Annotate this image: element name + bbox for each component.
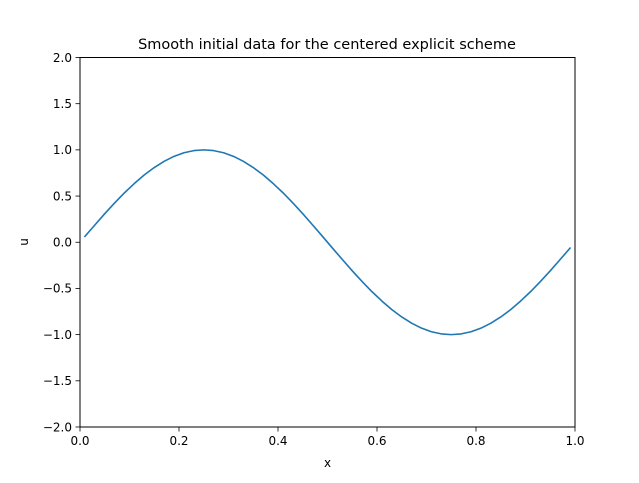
series-line xyxy=(83,149,572,336)
y-tick-label: 2.0 xyxy=(53,51,72,65)
y-tick-label: 1.5 xyxy=(53,97,72,111)
y-tick-label: 0.5 xyxy=(53,189,72,203)
x-tick-label: 1.0 xyxy=(565,434,584,448)
series-layer xyxy=(83,149,572,336)
y-tick-label: 1.0 xyxy=(53,143,72,157)
chart-title: Smooth initial data for the centered exp… xyxy=(138,37,516,53)
y-axis-ticks: −2.0 −1.5 −1.0 −0.5 0.0 0.5 1.0 1.5 2.0 xyxy=(43,51,80,434)
x-tick-label: 0.6 xyxy=(367,434,386,448)
x-tick-label: 0.0 xyxy=(70,434,89,448)
y-axis-label: u xyxy=(17,238,31,246)
y-tick-label: −2.0 xyxy=(43,420,72,434)
x-axis-ticks: 0.0 0.2 0.4 0.6 0.8 1.0 xyxy=(70,427,585,448)
x-tick-label: 0.4 xyxy=(268,434,287,448)
y-tick-label: −0.5 xyxy=(43,282,72,296)
x-tick-label: 0.2 xyxy=(169,434,188,448)
plot-frame xyxy=(79,57,576,428)
y-tick-label: 0.0 xyxy=(53,236,72,250)
x-axis-label: x xyxy=(324,456,331,470)
x-tick-label: 0.8 xyxy=(466,434,485,448)
y-tick-label: −1.5 xyxy=(43,374,72,388)
y-tick-label: −1.0 xyxy=(43,328,72,342)
